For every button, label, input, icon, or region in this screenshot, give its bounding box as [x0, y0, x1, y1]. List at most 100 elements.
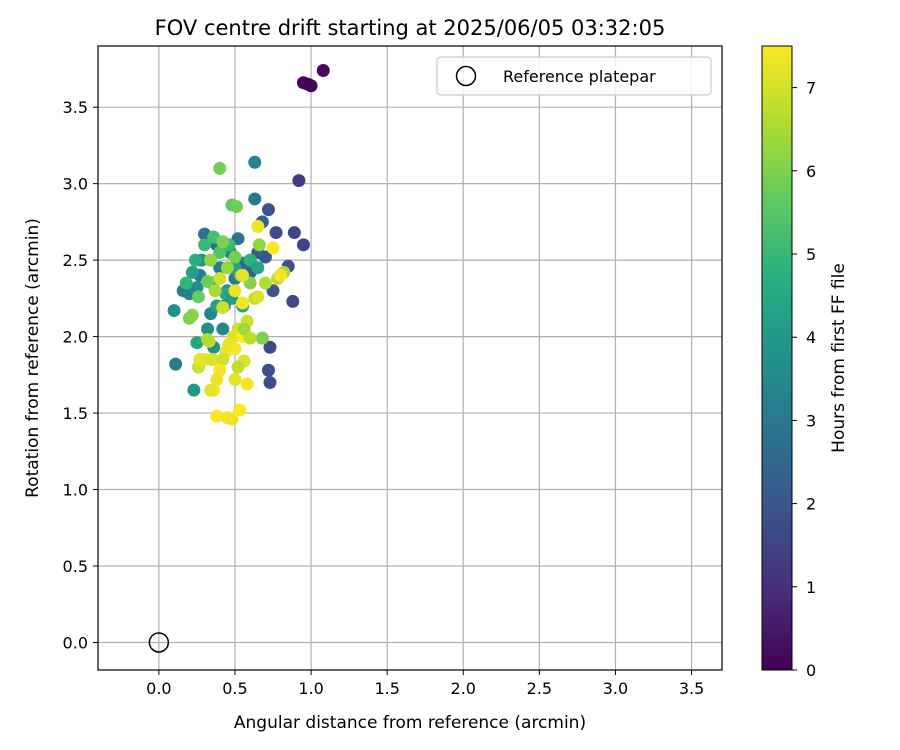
scatter-point	[228, 284, 242, 298]
reference-platepar-marker	[148, 632, 170, 653]
y-axis-label: Rotation from reference (arcmin)	[23, 218, 43, 498]
scatter-point	[266, 241, 280, 255]
y-tick-label: 1.0	[63, 481, 88, 500]
scatter-point	[210, 372, 224, 386]
scatter-point	[204, 383, 218, 397]
scatter-point	[240, 377, 254, 391]
chart-title: FOV centre drift starting at 2025/06/05 …	[155, 16, 666, 40]
colorbar-tick-label: 5	[806, 245, 816, 264]
scatter-point	[216, 353, 230, 367]
colorbar-tick-label: 3	[806, 411, 816, 430]
grid	[98, 46, 722, 670]
scatter-point	[251, 219, 265, 233]
scatter-point	[251, 290, 265, 304]
y-tick-label: 0.5	[63, 557, 88, 576]
x-tick-label: 2.0	[451, 679, 476, 698]
scatter-point	[216, 235, 230, 249]
colorbar-tick-label: 2	[806, 495, 816, 514]
scatter-point	[201, 333, 215, 347]
scatter-point	[201, 322, 215, 336]
colorbar-tick-label: 0	[806, 661, 816, 680]
scatter-point	[225, 412, 239, 426]
legend-box	[436, 56, 712, 96]
scatter-point	[185, 308, 199, 322]
x-tick-label: 3.0	[603, 679, 628, 698]
scatter-point	[231, 232, 245, 246]
scatter-point	[228, 372, 242, 386]
scatter-point	[216, 322, 230, 336]
scatter-point	[231, 360, 245, 374]
x-tick-label: 2.5	[527, 679, 552, 698]
scatter-point	[248, 155, 262, 169]
scatter-point	[263, 375, 277, 389]
scatter-point	[167, 304, 181, 318]
y-tick-label: 3.5	[63, 98, 88, 117]
scatter-point	[188, 253, 202, 267]
scatter-point	[316, 63, 330, 77]
scatter-point	[201, 275, 215, 289]
scatter-point	[216, 301, 230, 315]
scatter-point	[187, 383, 201, 397]
scatter-point	[198, 238, 212, 252]
colorbar-tick-label: 1	[806, 578, 816, 597]
colorbar-tick-label: 6	[806, 162, 816, 181]
colorbar-tick-label: 7	[806, 79, 816, 98]
scatter-point	[258, 276, 272, 290]
scatter-point	[185, 265, 199, 279]
y-axis-ticks: 0.0 0.5 1.0 1.5 2.0 2.5 3.0 3.5	[63, 98, 98, 652]
scatter-point	[179, 276, 193, 290]
scatter-point	[213, 161, 227, 175]
scatter-point	[205, 353, 219, 367]
scatter-point	[263, 340, 277, 354]
scatter-point	[269, 226, 283, 240]
scatter-point	[286, 294, 300, 308]
scatter-point	[296, 238, 310, 252]
legend-label-reference-platepar: Reference platepar	[503, 67, 656, 86]
colorbar: 0 1 2 3 4 5 6 7 Hours from first FF file	[761, 45, 849, 680]
x-tick-label: 1.5	[374, 679, 399, 698]
scatter-point	[248, 192, 262, 206]
scatter-point	[261, 203, 275, 217]
scatter-point	[208, 284, 222, 298]
x-axis-ticks: 0.0 0.5 1.0 1.5 2.0 2.5 3.0 3.5	[146, 670, 704, 698]
scatter-point	[213, 271, 227, 285]
colorbar-tick-label: 4	[806, 328, 816, 347]
scatter-point	[251, 261, 265, 275]
y-tick-label: 0.0	[63, 633, 88, 652]
y-tick-label: 3.0	[63, 175, 88, 194]
scatter-point	[193, 353, 207, 367]
scatter-point	[236, 296, 250, 310]
scatter-point	[261, 363, 275, 377]
scatter-point	[236, 268, 250, 282]
scatter-point	[204, 253, 218, 267]
legend: Reference platepar	[436, 56, 712, 96]
scatter-point	[243, 331, 257, 345]
scatter-point	[292, 174, 306, 188]
x-tick-label: 3.5	[679, 679, 704, 698]
scatter-point	[252, 238, 266, 252]
scatter-point	[274, 268, 288, 282]
scatter-point	[233, 403, 247, 417]
x-tick-label: 1.0	[298, 679, 323, 698]
scatter-point	[169, 357, 183, 371]
plot-frame	[97, 45, 723, 671]
scatter-point	[220, 261, 234, 275]
colorbar-ticks: 0 1 2 3 4 5 6 7	[792, 79, 816, 680]
scatter-point	[237, 322, 251, 336]
colorbar-gradient	[761, 45, 793, 671]
y-tick-label: 2.0	[63, 328, 88, 347]
scatter-point	[210, 409, 224, 423]
scatter-point	[213, 245, 227, 259]
x-axis-label: Angular distance from reference (arcmin)	[234, 713, 586, 733]
scatter-point	[255, 331, 269, 345]
scatter-point	[304, 79, 318, 93]
scatter-point	[228, 250, 242, 264]
x-tick-label: 0.0	[146, 679, 171, 698]
scatter-point	[228, 342, 242, 356]
scatter-point	[190, 336, 204, 350]
scatter-point	[229, 200, 243, 214]
scatter-point	[287, 226, 301, 240]
x-tick-label: 0.5	[222, 679, 247, 698]
scatter-points	[167, 63, 330, 426]
